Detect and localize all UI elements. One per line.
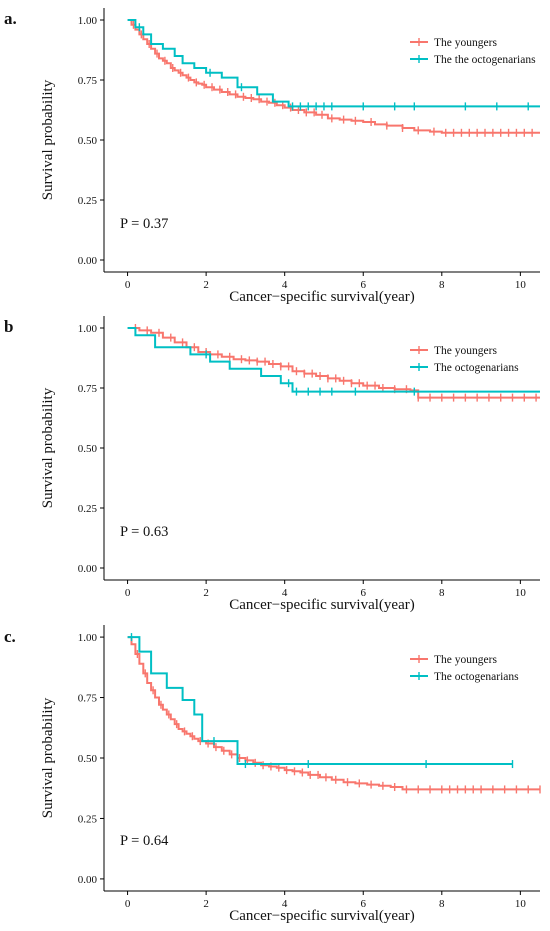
y-axis-title: Survival probability	[40, 387, 56, 508]
legend-item-2: The the octogenarians	[410, 54, 536, 66]
x-tick-label: 6	[360, 587, 366, 599]
x-tick-label: 2	[203, 279, 209, 291]
y-tick-label: 0.75	[78, 383, 98, 395]
y-axis-title: Survival probability	[40, 79, 56, 200]
y-tick-label: 0.50	[78, 443, 98, 455]
x-tick-label: 0	[125, 279, 131, 291]
panel-label: a.	[4, 9, 17, 28]
legend-item-1: The youngers	[410, 654, 497, 666]
x-tick-label: 2	[203, 898, 209, 910]
km-step-line	[127, 636, 540, 791]
legend-label: The youngers	[434, 345, 497, 357]
series-2	[127, 19, 540, 111]
y-tick-label: 0.75	[78, 75, 98, 87]
y-tick-label: 0.50	[78, 753, 98, 765]
legend-label: The the octogenarians	[434, 54, 536, 66]
y-tick-label: 0.00	[78, 874, 98, 886]
legend-item-2: The octogenarians	[410, 362, 519, 374]
y-tick-label: 1.00	[78, 323, 98, 335]
x-tick-label: 6	[360, 279, 366, 291]
legend-item-1: The youngers	[410, 37, 497, 49]
x-tick-label: 0	[125, 587, 131, 599]
x-tick-label: 2	[203, 587, 209, 599]
series-2	[127, 633, 514, 769]
km-step-line	[127, 327, 540, 393]
y-tick-label: 0.25	[78, 503, 98, 515]
x-axis-title: Cancer−specific survival(year)	[229, 597, 414, 613]
x-tick-label: 4	[282, 279, 288, 291]
y-tick-label: 0.00	[78, 563, 98, 575]
series-2	[127, 327, 540, 396]
x-tick-label: 8	[439, 279, 445, 291]
x-tick-label: 10	[515, 898, 527, 910]
legend-label: The youngers	[434, 37, 497, 49]
y-tick-label: 0.50	[78, 135, 98, 147]
x-tick-label: 10	[515, 279, 527, 291]
km-panel-2: b 0.00 0.25 0.50 0.75 1.00 0 2 4 6 8 10 Cancer−speci…	[4, 316, 540, 613]
p-value-annotation: P = 0.63	[120, 524, 168, 540]
km-step-line	[127, 636, 513, 765]
km-panel-1: a. 0.00 0.25 0.50 0.75 1.00 0 2 4 6 8 10 Cancer−spec…	[4, 8, 540, 305]
km-panel-3: c. 0.00 0.25 0.50 0.75 1.00 0 2 4 6 8 10 Cancer−spec…	[4, 625, 541, 924]
y-tick-label: 1.00	[78, 632, 98, 644]
x-tick-label: 0	[125, 898, 131, 910]
y-axis-title: Survival probability	[40, 697, 56, 818]
y-tick-label: 0.75	[78, 693, 98, 705]
x-tick-label: 4	[282, 898, 288, 910]
p-value-annotation: P = 0.64	[120, 833, 169, 849]
y-tick-label: 0.25	[78, 813, 98, 825]
y-tick-label: 1.00	[78, 15, 98, 27]
x-tick-label: 4	[282, 587, 288, 599]
p-value-annotation: P = 0.37	[120, 216, 168, 232]
km-step-line	[127, 327, 540, 399]
x-tick-label: 8	[439, 587, 445, 599]
x-axis-title: Cancer−specific survival(year)	[229, 289, 414, 305]
legend-label: The octogenarians	[434, 671, 519, 683]
legend-label: The youngers	[434, 654, 497, 666]
x-axis-title: Cancer−specific survival(year)	[229, 908, 414, 924]
x-tick-label: 6	[360, 898, 366, 910]
series-1	[127, 19, 540, 137]
panel-label: c.	[4, 627, 16, 646]
x-tick-label: 10	[515, 587, 527, 599]
x-tick-label: 8	[439, 898, 445, 910]
legend-item-2: The octogenarians	[410, 671, 519, 683]
legend-item-1: The youngers	[410, 345, 497, 357]
y-tick-label: 0.25	[78, 195, 98, 207]
legend-label: The octogenarians	[434, 362, 519, 374]
y-tick-label: 0.00	[78, 255, 98, 267]
panel-label: b	[4, 317, 13, 336]
km-step-line	[127, 19, 540, 108]
